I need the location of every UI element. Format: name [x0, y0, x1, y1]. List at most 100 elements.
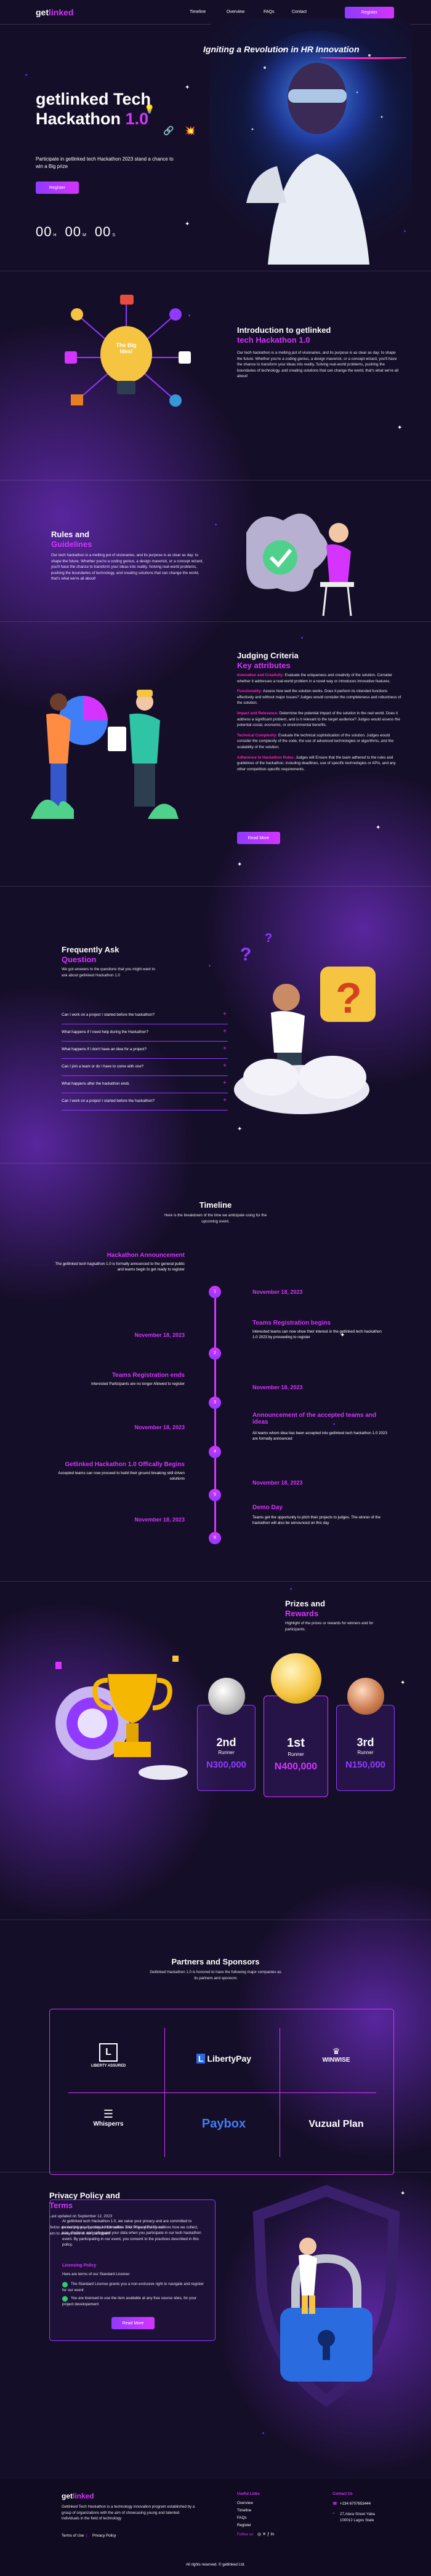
timeline-event-text: All teams whom idea has been accepted in…: [252, 1431, 387, 1442]
privacy-section: Privacy Policy and Terms Last updated on …: [0, 2172, 431, 2479]
footer-terms-link[interactable]: Terms of Use: [62, 2534, 84, 2538]
partner-logo-libertypay[interactable]: L LibertyPay: [182, 2054, 265, 2064]
timeline-event-date: November 18, 2023: [134, 1332, 185, 1338]
hero-image: [209, 18, 413, 265]
nav-contact[interactable]: Contact: [292, 10, 307, 14]
timeline-event-title: Getlinked Hackathon 1.0 Offically Begins: [65, 1461, 185, 1468]
license-check-item: The Standard License grants you a non-ex…: [62, 2282, 204, 2292]
faq-item[interactable]: Can I work on a project I started before…: [62, 1007, 228, 1024]
star-icon: ✦: [376, 824, 381, 831]
privacy-illustration: [240, 2179, 413, 2425]
footer-link-faqs[interactable]: FAQs: [237, 2516, 247, 2520]
faq-item[interactable]: What happens if I need help during the H…: [62, 1024, 228, 1042]
instagram-icon[interactable]: ◎: [257, 2532, 262, 2537]
faq-item[interactable]: Can I join a team or do I have to come w…: [62, 1059, 228, 1076]
linkedin-icon[interactable]: in: [270, 2532, 275, 2537]
timeline-subtitle: Here is the breakdown of the time we ant…: [164, 1213, 267, 1224]
nav-faqs[interactable]: FAQs: [264, 10, 275, 14]
faq-item[interactable]: What happens after the hackathon ends +: [62, 1076, 228, 1093]
intro-section: The Big Idea! Introduction to getlinked …: [0, 271, 431, 480]
intro-body: Our tech hackathon is a melting pot of v…: [237, 351, 398, 379]
nav-timeline[interactable]: Timeline: [190, 10, 206, 14]
license-subtitle: Here are terms of our Standard License:: [62, 2272, 131, 2276]
footer-privacy-link[interactable]: Privacy Policy: [92, 2534, 116, 2538]
hero-tagline: Igniting a Revolution in HR Innovation: [203, 44, 360, 54]
timeline-event-date: November 18, 2023: [252, 1289, 303, 1295]
star-icon: ✦: [237, 1126, 243, 1133]
x-icon[interactable]: ✕: [262, 2532, 266, 2537]
partner-logo-vuzual-plan[interactable]: Vuzual Plan: [308, 2119, 364, 2129]
gold-medal-icon: [270, 1653, 321, 1704]
partner-logo-whisperrs[interactable]: ☰ Whisperrs: [75, 2108, 142, 2127]
plus-icon: +: [223, 1080, 227, 1087]
privacy-updated: Last updated on September 12, 2023: [49, 2214, 113, 2219]
star-icon: ✦: [237, 861, 243, 868]
privacy-title: Privacy Policy and Terms: [49, 2191, 120, 2211]
whisperrs-mark-icon: ☰: [103, 2108, 114, 2120]
prize-card-3rd: 3rd Runner N150,000: [336, 1678, 395, 1791]
faq-illustration: ? ? ?: [222, 923, 406, 1120]
timeline-event-date: November 18, 2023: [252, 1480, 303, 1486]
footer-useful-links-title: Useful Links: [237, 2492, 260, 2496]
timeline-title: Timeline: [199, 1200, 232, 1210]
faq-list: Can I work on a project I started before…: [62, 1007, 228, 1111]
footer-link-register[interactable]: Register: [237, 2523, 252, 2527]
logo[interactable]: getlinked: [36, 7, 74, 17]
criteria-read-more-button[interactable]: Read More: [237, 832, 280, 844]
timeline-dot: 5: [209, 1489, 221, 1501]
criteria-item: Adherence to Hackathon Rules: Judges wil…: [237, 755, 396, 772]
nav-overview[interactable]: Overview: [227, 10, 245, 14]
check-icon: [62, 2282, 68, 2287]
star-icon: ✦: [400, 1680, 406, 1686]
partner-logo-paybox[interactable]: Paybox: [201, 2117, 246, 2131]
rules-illustration: [234, 496, 369, 619]
partner-logo-liberty-assured[interactable]: L LIBERTY ASSURED: [75, 2043, 142, 2068]
timeline-event-title: Demo Day: [252, 1504, 283, 1511]
register-button[interactable]: Register: [345, 7, 394, 18]
countdown-hours: 00 H: [36, 224, 57, 239]
privacy-intro: Below are our privacy & policy, which ou…: [49, 2225, 165, 2236]
timeline-event-date: November 18, 2023: [134, 1424, 185, 1430]
hero-subtitle: Participate in getlinked tech Hackathon …: [36, 156, 174, 169]
timeline-event-title: Hackathon Announcement: [107, 1252, 185, 1259]
silver-medal-icon: [207, 1678, 245, 1715]
timeline-line: [214, 1286, 216, 1532]
timeline-event-text: Interested Participants are no longer Al…: [91, 1382, 185, 1386]
footer-logo[interactable]: getlinked: [62, 2492, 94, 2500]
faq-item[interactable]: Can I work on a project I started before…: [62, 1093, 228, 1111]
timeline-dot: 6: [209, 1532, 221, 1544]
prize-card-2nd: 2nd Runner N300,000: [197, 1678, 256, 1791]
svg-text:?: ?: [336, 974, 362, 1022]
star-icon: ✦: [91, 1264, 95, 1268]
svg-text:?: ?: [265, 931, 272, 945]
rules-section: Rules and Guidelines Our tech hackathon …: [0, 480, 431, 621]
footer-contact-title: Contact Us: [332, 2492, 353, 2496]
big-idea-label: The Big Idea!: [116, 342, 137, 354]
criteria-illustration: [25, 677, 185, 825]
star-icon: ✦: [188, 314, 191, 318]
winwise-mark-icon: ♛: [332, 2046, 340, 2056]
hero-register-button[interactable]: Register: [36, 181, 79, 194]
footer-phone[interactable]: +234 6707653444: [340, 2502, 371, 2506]
footer-separator: |: [86, 2534, 87, 2538]
svg-text:?: ?: [240, 944, 251, 965]
rules-body: Our tech hackathon is a melting pot of v…: [51, 553, 204, 581]
faq-item[interactable]: What happens if I don't have an idea for…: [62, 1042, 228, 1059]
privacy-read-more-button[interactable]: Read More: [111, 2317, 155, 2329]
footer: getlinked Getlinked Tech Hackathon is a …: [0, 2479, 431, 2576]
plus-icon: +: [223, 1011, 227, 1018]
partner-logo-winwise[interactable]: ♛ WINWISE: [296, 2046, 376, 2064]
partners-grid: L LIBERTY ASSURED L LibertyPay ♛ WINWISE …: [49, 2009, 394, 2175]
faq-section: Frequently Ask Question We got answers t…: [0, 886, 431, 1163]
facebook-icon[interactable]: ƒ: [267, 2532, 270, 2537]
criteria-list: Innovation and Creativity: Evaluate the …: [237, 672, 403, 777]
timeline-event-text: Interested teams can now show their inte…: [252, 1330, 382, 1340]
timeline-event-text: The getlinked tech hackathon 1.0 is form…: [55, 1262, 185, 1272]
partners-body: Getlinked Hackathon 1.0 is honored to ha…: [150, 1970, 281, 1980]
footer-link-timeline[interactable]: Timeline: [237, 2508, 252, 2513]
star-icon: ✦: [214, 523, 218, 527]
star-icon: ✦: [208, 964, 212, 968]
footer-link-overview[interactable]: Overview: [237, 2501, 253, 2505]
timeline-event-title: Teams Registration begins: [252, 1320, 331, 1326]
